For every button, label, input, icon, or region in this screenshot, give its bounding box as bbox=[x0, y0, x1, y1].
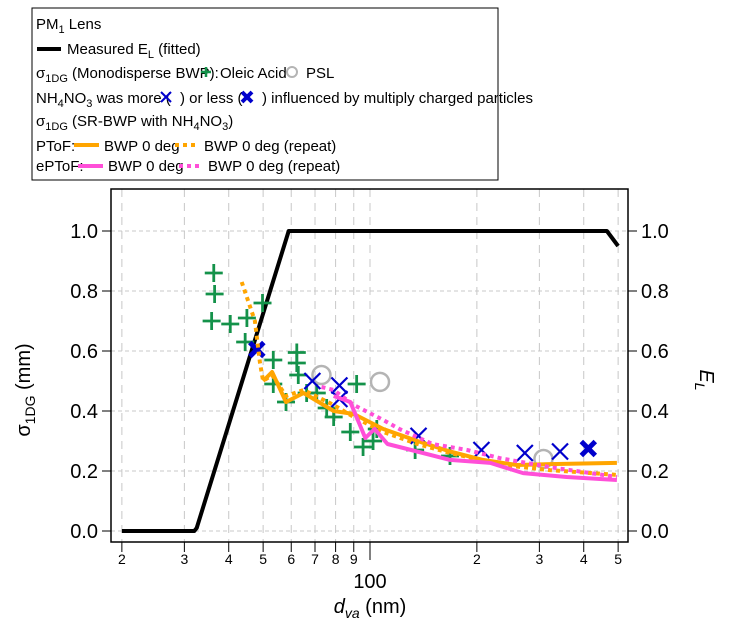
x-tick-label: 5 bbox=[614, 551, 622, 567]
grid bbox=[111, 189, 628, 542]
y2-tick-label: 0.4 bbox=[641, 401, 669, 423]
series-eptof-bwp-0-deg-repeat- bbox=[321, 385, 618, 479]
x-stroke bbox=[551, 442, 569, 461]
legend-nh4-influenced: ) influenced by multiply charged particl… bbox=[262, 90, 533, 107]
y2-tick-label: 0.2 bbox=[641, 461, 669, 483]
x-axis-label: dva (nm) bbox=[334, 596, 407, 621]
y2-axis-label: EL bbox=[692, 369, 717, 390]
legend-eptof-dashed: BWP 0 deg (repeat) bbox=[208, 158, 340, 175]
oleic-acid-point bbox=[354, 438, 373, 456]
oleic-acid-point bbox=[264, 351, 283, 369]
nh4no3-more-point bbox=[472, 441, 491, 459]
oleic-acid-point bbox=[205, 285, 224, 303]
legend-eptof-solid: BWP 0 deg bbox=[108, 158, 184, 175]
x-stroke bbox=[579, 439, 598, 458]
series-line bbox=[239, 281, 618, 477]
y-axis-label: σ1DG (mm) bbox=[13, 343, 38, 436]
legend-ptof-dashed: BWP 0 deg (repeat) bbox=[204, 138, 336, 155]
psl-point bbox=[311, 364, 332, 386]
oleic-acid-point bbox=[364, 432, 383, 450]
legend-x-thin-icon bbox=[160, 91, 172, 103]
y-tick-label: 0.6 bbox=[70, 341, 98, 363]
x-tick-label: 5 bbox=[259, 551, 267, 567]
x-tick-label: 4 bbox=[225, 551, 233, 567]
oleic-acid-point bbox=[221, 315, 240, 333]
oleic-acid-point bbox=[347, 375, 366, 393]
x-stroke bbox=[248, 340, 266, 359]
nh4no3-more-point bbox=[516, 444, 534, 462]
y2-tick-label: 0.6 bbox=[641, 341, 669, 363]
series-line bbox=[333, 394, 618, 482]
oleic-acid-point bbox=[341, 423, 360, 441]
series-ptof-bwp-0-deg-repeat- bbox=[239, 281, 618, 477]
legend-mono: σ1DG (Monodisperse BWP): bbox=[36, 65, 219, 85]
psl-point bbox=[369, 371, 391, 393]
x-tick-label: 2 bbox=[473, 551, 481, 567]
y2-tick-label: 1.0 bbox=[641, 221, 669, 243]
legend-psl-circle-icon bbox=[286, 66, 298, 78]
x-tick-label: 2 bbox=[118, 551, 126, 567]
oleic-acid-point bbox=[204, 264, 223, 282]
legend-nh4-more: NH4NO3 was more ( bbox=[36, 90, 171, 110]
y-tick-label: 0.4 bbox=[70, 401, 98, 423]
legend-measured: Measured EL (fitted) bbox=[67, 41, 201, 61]
oleic-acid-point bbox=[253, 294, 272, 312]
nh4no3-less-point bbox=[248, 340, 266, 359]
oleic-acid-point bbox=[237, 309, 256, 327]
y-tick-label: 0.8 bbox=[70, 281, 98, 303]
series-line bbox=[321, 385, 618, 479]
series-nh4no3-less-influenced bbox=[248, 340, 598, 458]
series-eptof-bwp-0-deg bbox=[333, 394, 618, 482]
y2-tick-label: 0.8 bbox=[641, 281, 669, 303]
x-tick-label: 6 bbox=[287, 551, 295, 567]
oleic-acid-point bbox=[289, 366, 308, 384]
x-stroke bbox=[516, 444, 534, 462]
measured-el-line bbox=[121, 229, 620, 533]
nh4no3-more-point bbox=[303, 372, 322, 390]
legend-ptof-label: PToF: bbox=[36, 138, 75, 155]
x-tick-label: 100 bbox=[353, 571, 386, 593]
nh4no3-more-point bbox=[330, 376, 349, 395]
y-tick-label: 0.2 bbox=[70, 461, 98, 483]
nh4no3-more-point bbox=[551, 442, 569, 461]
series-psl bbox=[311, 364, 554, 470]
x-stroke bbox=[472, 441, 491, 459]
series bbox=[121, 229, 620, 533]
y-tick-label: 1.0 bbox=[70, 221, 98, 243]
x-stroke bbox=[330, 376, 349, 395]
legend-eptof-label: ePToF: bbox=[36, 158, 84, 175]
legend-oleic-label: Oleic Acid bbox=[220, 65, 287, 82]
oleic-acid-point bbox=[287, 354, 306, 372]
legend-oleic-plus-icon bbox=[201, 67, 211, 77]
axes: 0.0 0.0 0.2 0.2 0.4 0.4 0.6 0.6 0.8 0.8 1.0 1.0 2 3 4 5… bbox=[70, 188, 669, 593]
x-tick-label: 8 bbox=[332, 551, 340, 567]
series-measured-e-l-fitted- bbox=[121, 229, 620, 533]
x-tick-label: 3 bbox=[180, 551, 188, 567]
x-tick-label: 9 bbox=[350, 551, 358, 567]
x-tick-label: 3 bbox=[535, 551, 543, 567]
legend-x-bold-icon bbox=[240, 90, 254, 104]
legend-sr: σ1DG (SR-BWP with NH4NO3) bbox=[36, 113, 233, 133]
legend-ptof-solid: BWP 0 deg bbox=[104, 138, 180, 155]
x-stroke bbox=[303, 372, 322, 390]
legend-title: PM1 Lens bbox=[36, 16, 101, 36]
legend-nh4-less: ) or less ( bbox=[180, 90, 243, 107]
y2-tick-label: 0.0 bbox=[641, 521, 669, 543]
legend-psl-label: PSL bbox=[306, 65, 334, 82]
legend-box bbox=[31, 7, 499, 181]
nh4no3-less-point bbox=[579, 439, 598, 458]
x-tick-label: 7 bbox=[311, 551, 319, 567]
oleic-acid-point bbox=[202, 312, 221, 330]
y-tick-label: 0.0 bbox=[70, 521, 98, 543]
legend: PM1 Lens Measured EL (fitted) σ1DG (Mono… bbox=[31, 7, 533, 181]
x-tick-label: 4 bbox=[580, 551, 588, 567]
